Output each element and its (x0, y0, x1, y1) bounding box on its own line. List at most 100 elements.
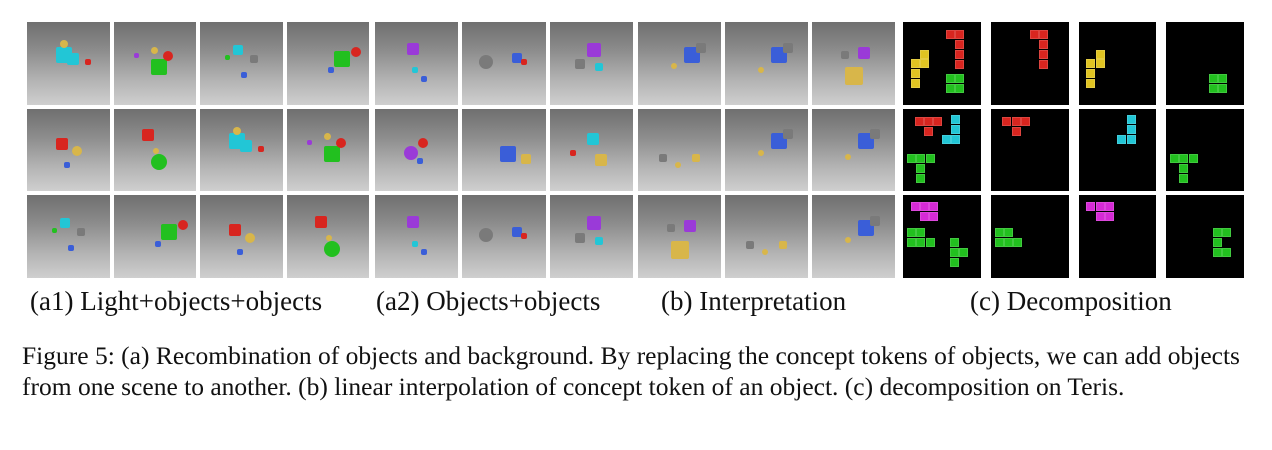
cube-object (307, 140, 313, 146)
cube-object (150, 59, 167, 76)
tetris-block (1188, 154, 1198, 164)
label-b: (b) Interpretation (661, 286, 847, 316)
tetris-block (1212, 238, 1222, 248)
sphere-object (418, 137, 429, 148)
cube-object (857, 220, 874, 237)
cube-object (870, 215, 881, 226)
cube-object (334, 50, 351, 67)
tetris-block (1095, 211, 1105, 221)
scene-image (286, 195, 369, 278)
tetris-block (955, 40, 965, 50)
tetris-block (958, 248, 968, 258)
cube-object (512, 53, 523, 64)
tetris-block (951, 135, 961, 145)
scene-image (812, 108, 895, 192)
cube-object (327, 67, 334, 74)
tetris-block (1209, 83, 1218, 93)
cube-object (520, 59, 527, 66)
cube-object (574, 59, 585, 70)
scene-image (638, 195, 721, 278)
tetris-block (1013, 238, 1023, 248)
tetris-block (955, 50, 965, 60)
cube-object (691, 154, 700, 163)
sphere-object (671, 63, 678, 70)
tetris-block (1038, 60, 1048, 70)
cube-object (257, 145, 264, 152)
panel-c (903, 22, 1244, 278)
tetris-block (1003, 238, 1013, 248)
cube-object (249, 55, 258, 64)
scene-image (725, 195, 808, 278)
panel-a1 (27, 22, 369, 278)
cube-object (420, 75, 427, 82)
cube-object (595, 63, 604, 72)
scene-image (725, 108, 808, 192)
cube-object (237, 249, 244, 256)
sphere-object (323, 240, 340, 257)
scene-image (549, 22, 633, 105)
scene-image (462, 195, 546, 278)
tetris-block (1095, 50, 1105, 60)
tetris-block (945, 30, 955, 40)
cube-object (671, 240, 690, 259)
sphere-object (245, 232, 256, 243)
tetris-block (1212, 228, 1222, 238)
tetris-block (951, 125, 961, 135)
sphere-object (72, 145, 83, 156)
tetris-block (1218, 74, 1228, 84)
tetris-block (923, 116, 933, 126)
scene-image (27, 195, 110, 278)
tetris-block (1029, 30, 1039, 40)
label-a2: (a2) Objects+objects (376, 286, 601, 316)
sphere-object (233, 126, 241, 135)
tetris-block (941, 135, 951, 145)
cube-object (60, 218, 70, 229)
tetris-block (1179, 173, 1189, 183)
panel-b (638, 22, 895, 278)
sphere-object (163, 50, 173, 61)
tetris-block (1126, 135, 1136, 145)
tetris-image (990, 22, 1069, 105)
cube-object (587, 42, 602, 57)
tetris-image (903, 195, 981, 278)
scene-image (200, 108, 283, 192)
tetris-block (910, 59, 920, 69)
cube-object (66, 53, 79, 66)
cube-object (683, 220, 696, 233)
tetris-block (929, 211, 939, 221)
cube-object (683, 46, 700, 63)
cube-object (51, 228, 57, 234)
scene-image (200, 195, 283, 278)
sphere-object (675, 162, 682, 169)
tetris-block (994, 228, 1004, 238)
cube-object (778, 240, 787, 249)
tetris-block (1179, 154, 1189, 164)
cube-object (323, 145, 340, 162)
tetris-block (906, 238, 916, 248)
label-a1: (a1) Light+objects+objects (30, 286, 323, 316)
cube-object (233, 45, 243, 56)
cube-object (857, 133, 874, 150)
cube-object (228, 224, 241, 237)
cube-object (667, 224, 676, 233)
cube-object (55, 137, 68, 150)
cube-object (134, 53, 140, 59)
tetris-image (1078, 108, 1157, 192)
cube-object (154, 240, 161, 247)
tetris-block (1117, 135, 1127, 145)
tetris-image (1166, 22, 1244, 105)
sphere-object (60, 40, 68, 49)
tetris-block (955, 60, 965, 70)
cube-object (658, 154, 667, 163)
tetris-block (1038, 40, 1048, 50)
tetris-block (949, 248, 959, 258)
scene-image (200, 22, 283, 105)
cube-object (406, 42, 419, 55)
scene-image (375, 108, 459, 192)
tetris-block (920, 59, 930, 69)
cube-object (64, 162, 71, 169)
tetris-block (910, 79, 920, 89)
cube-object (315, 215, 328, 228)
cube-object (841, 50, 850, 59)
cube-object (595, 154, 608, 167)
